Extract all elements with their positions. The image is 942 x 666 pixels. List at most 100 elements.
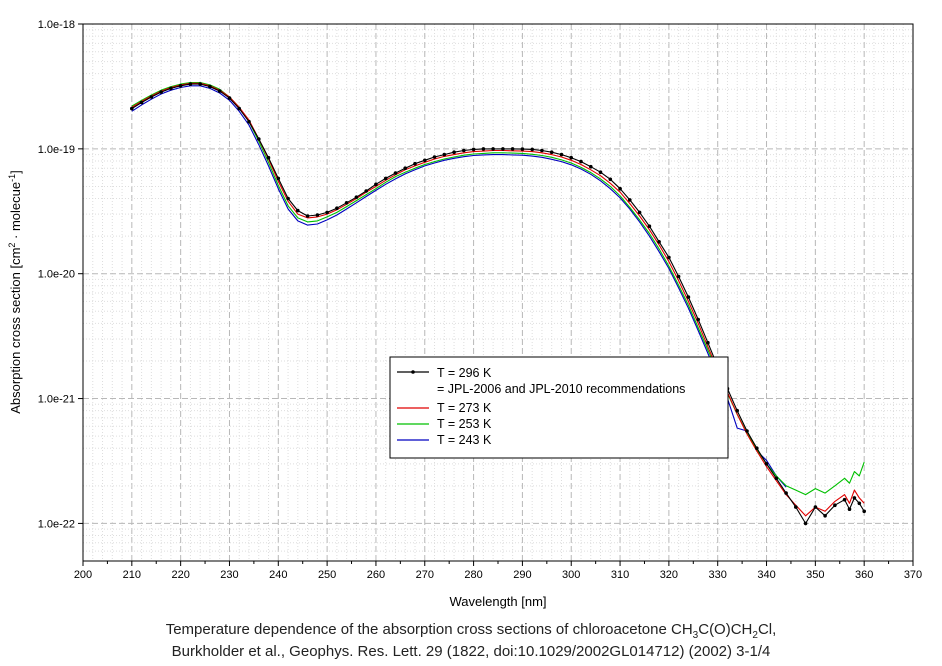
data-point-296k xyxy=(471,147,476,152)
legend-marker-296k xyxy=(411,370,415,374)
legend-label-296k-note: = JPL-2006 and JPL-2010 recommendations xyxy=(437,382,685,396)
data-point-296k xyxy=(383,176,388,181)
data-point-296k xyxy=(344,201,349,205)
data-point-296k xyxy=(784,491,788,495)
x-tick-label: 260 xyxy=(367,569,385,581)
data-point-296k xyxy=(413,161,417,166)
x-tick-label: 200 xyxy=(74,569,92,581)
data-point-296k xyxy=(706,340,710,345)
data-point-296k xyxy=(149,95,154,99)
x-tick-label: 350 xyxy=(806,569,824,581)
data-point-296k xyxy=(549,150,554,154)
data-point-296k xyxy=(657,240,661,244)
data-point-296k xyxy=(139,100,144,105)
data-point-296k xyxy=(325,210,329,215)
x-tick-label: 270 xyxy=(416,569,434,581)
data-point-296k xyxy=(676,274,681,279)
y-tick-label: 1.0e-21 xyxy=(38,394,75,406)
data-point-296k xyxy=(579,159,583,164)
series-line-243k xyxy=(131,85,787,488)
data-point-296k xyxy=(647,224,652,228)
data-point-296k xyxy=(423,158,427,163)
x-tick-label: 230 xyxy=(220,569,238,581)
data-point-296k xyxy=(667,255,671,260)
data-point-296k xyxy=(745,429,749,433)
data-point-296k xyxy=(452,150,456,154)
data-point-296k xyxy=(335,206,339,210)
data-point-296k xyxy=(696,317,700,322)
data-point-296k xyxy=(130,106,134,111)
data-point-296k xyxy=(247,119,251,124)
x-tick-label: 240 xyxy=(269,569,287,581)
legend-label-253k: T = 253 K xyxy=(437,417,492,431)
legend-label-273k: T = 273 K xyxy=(437,401,492,415)
data-point-296k xyxy=(530,147,534,152)
data-point-296k xyxy=(842,497,847,502)
legend-label-243k: T = 243 K xyxy=(437,433,492,447)
data-point-296k xyxy=(794,505,798,509)
data-point-296k xyxy=(598,170,603,174)
data-point-296k xyxy=(862,509,866,514)
data-point-296k xyxy=(540,148,544,153)
x-tick-label: 210 xyxy=(123,569,141,581)
data-point-296k xyxy=(569,155,573,160)
data-point-296k xyxy=(217,89,222,93)
data-point-296k xyxy=(403,166,408,170)
data-point-296k xyxy=(520,147,525,151)
data-point-296k xyxy=(637,210,642,215)
legend: T = 296 K = JPL-2006 and JPL-2010 recomm… xyxy=(389,356,729,459)
data-point-296k xyxy=(833,503,837,508)
legend-label-296k: T = 296 K xyxy=(437,366,492,380)
x-axis-title: Wavelength [nm] xyxy=(449,594,546,609)
data-point-296k xyxy=(481,147,486,151)
data-point-296k xyxy=(276,176,281,181)
data-point-296k xyxy=(857,501,862,506)
data-point-296k xyxy=(628,198,632,202)
data-point-296k xyxy=(169,86,173,91)
series-line-296k xyxy=(131,83,865,524)
data-point-296k xyxy=(501,147,505,151)
data-point-296k xyxy=(462,148,466,153)
data-point-296k xyxy=(237,106,241,111)
data-point-296k xyxy=(774,476,779,481)
data-point-296k xyxy=(755,446,759,451)
data-point-296k xyxy=(432,155,437,159)
x-tick-label: 360 xyxy=(855,569,873,581)
data-point-296k xyxy=(813,505,818,509)
data-point-296k xyxy=(559,152,564,157)
data-point-296k xyxy=(227,96,232,100)
y-tick-label: 1.0e-19 xyxy=(38,144,75,156)
data-point-296k xyxy=(686,295,691,299)
y-tick-label: 1.0e-22 xyxy=(38,518,75,530)
axes: 200 210 220 230 240 250 260 270 280 290 300 310 320 3… xyxy=(38,19,922,581)
data-point-296k xyxy=(847,507,852,512)
data-point-296k xyxy=(823,514,827,518)
data-point-296k xyxy=(257,137,261,141)
series-layer xyxy=(130,81,866,526)
data-point-296k xyxy=(852,496,857,500)
data-point-296k xyxy=(393,171,398,175)
data-point-296k xyxy=(315,213,320,217)
data-point-296k xyxy=(589,164,593,169)
x-tick-label: 250 xyxy=(318,569,336,581)
data-point-296k xyxy=(618,186,622,191)
x-tick-label: 280 xyxy=(464,569,482,581)
series-line-253k xyxy=(131,81,865,496)
grid xyxy=(83,24,913,561)
legend-box xyxy=(389,356,729,459)
x-tick-label: 370 xyxy=(904,569,922,581)
data-point-296k xyxy=(374,182,378,187)
chart-area: 200 210 220 230 240 250 260 270 280 290 300 310 320 3… xyxy=(7,19,922,609)
x-tick-label: 220 xyxy=(171,569,189,581)
x-tick-label: 310 xyxy=(611,569,629,581)
data-point-296k xyxy=(354,195,359,199)
data-point-296k xyxy=(735,408,739,413)
data-point-296k xyxy=(178,84,183,88)
plot-background xyxy=(83,24,913,561)
data-point-296k xyxy=(764,462,769,466)
data-point-296k xyxy=(608,177,613,182)
x-tick-label: 340 xyxy=(757,569,775,581)
data-point-296k xyxy=(159,90,163,94)
data-point-296k xyxy=(442,152,447,157)
data-point-296k xyxy=(803,521,808,526)
